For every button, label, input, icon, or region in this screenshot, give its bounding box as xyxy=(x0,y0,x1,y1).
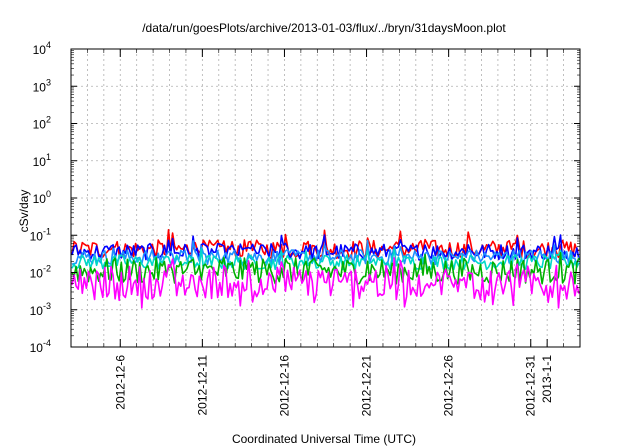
y-axis-label: cSv/day xyxy=(17,190,31,233)
y-tick-label: 10-3 xyxy=(30,301,51,318)
series-line xyxy=(71,252,580,285)
x-axis: 2012-12-6 2012-12-11 2012-12-16 2012-12-21 2… xyxy=(87,49,564,417)
x-tick-label: 2012-12-21 xyxy=(360,355,374,417)
chart-title: /data/run/goesPlots/archive/2013-01-03/f… xyxy=(142,21,506,35)
y-tick-label: 103 xyxy=(33,77,51,94)
x-tick-label: 2012-12-31 xyxy=(524,355,538,417)
series-line xyxy=(71,257,580,309)
y-axis: 10-4 10-3 10-2 10-1 100 101 102 103 104 xyxy=(30,40,580,355)
y-tick-label: 100 xyxy=(33,189,51,206)
y-tick-label: 102 xyxy=(33,115,51,132)
y-tick-label: 104 xyxy=(33,40,51,57)
x-tick-label: 2012-12-11 xyxy=(195,355,209,416)
y-tick-label: 10-4 xyxy=(30,338,51,355)
x-tick-label: 2012-12-6 xyxy=(113,355,127,410)
y-tick-label: 10-1 xyxy=(30,226,51,243)
x-axis-label: Coordinated Universal Time (UTC) xyxy=(232,432,416,446)
x-tick-label: 2012-12-16 xyxy=(277,355,291,417)
x-tick-label: 2012-12-26 xyxy=(442,355,456,417)
y-tick-label: 101 xyxy=(33,152,51,169)
y-tick-label: 10-2 xyxy=(30,264,51,281)
series-group xyxy=(71,229,580,309)
grid-lines xyxy=(71,49,580,347)
x-tick-label: 2013-1-1 xyxy=(540,355,554,403)
